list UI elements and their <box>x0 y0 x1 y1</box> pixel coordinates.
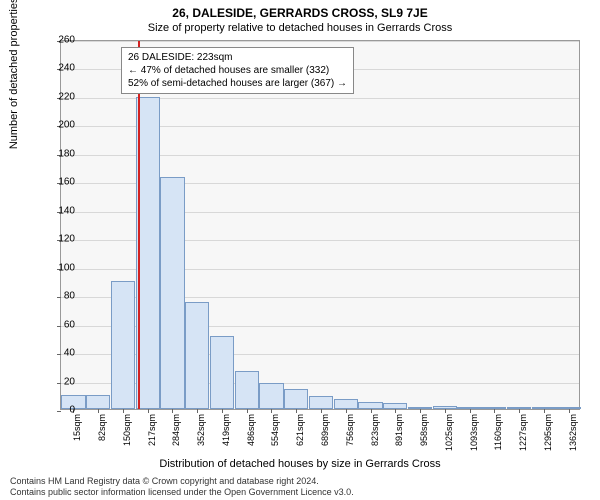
histogram-bar <box>358 402 382 409</box>
histogram-bar <box>210 336 234 409</box>
x-tick-mark <box>371 409 372 413</box>
chart-container: 26, DALESIDE, GERRARDS CROSS, SL9 7JE Si… <box>0 0 600 500</box>
y-tick-label: 20 <box>45 376 75 387</box>
annotation-line2: ← 47% of detached houses are smaller (33… <box>128 64 347 77</box>
x-tick-label: 1227sqm <box>518 414 528 454</box>
histogram-bar <box>259 383 283 409</box>
x-tick-label: 150sqm <box>122 414 132 454</box>
annotation-line1: 26 DALESIDE: 223sqm <box>128 51 347 64</box>
x-tick-mark <box>222 409 223 413</box>
x-tick-mark <box>172 409 173 413</box>
annotation-line3: 52% of semi-detached houses are larger (… <box>128 77 347 90</box>
x-tick-mark <box>445 409 446 413</box>
y-tick-label: 120 <box>45 234 75 245</box>
x-tick-label: 1295sqm <box>543 414 553 454</box>
x-tick-mark <box>148 409 149 413</box>
x-tick-mark <box>271 409 272 413</box>
x-tick-label: 958sqm <box>419 414 429 454</box>
x-tick-mark <box>346 409 347 413</box>
x-tick-label: 1160sqm <box>493 414 503 454</box>
x-tick-mark <box>123 409 124 413</box>
x-axis-label: Distribution of detached houses by size … <box>0 458 600 470</box>
x-tick-label: 284sqm <box>171 414 181 454</box>
y-tick-label: 240 <box>45 63 75 74</box>
y-tick-label: 0 <box>45 405 75 416</box>
x-tick-label: 486sqm <box>246 414 256 454</box>
y-tick-label: 180 <box>45 148 75 159</box>
x-tick-mark <box>544 409 545 413</box>
x-tick-mark <box>247 409 248 413</box>
x-tick-mark <box>98 409 99 413</box>
marker-line <box>138 41 140 409</box>
histogram-bar <box>86 395 110 409</box>
y-tick-label: 100 <box>45 262 75 273</box>
x-tick-label: 1362sqm <box>568 414 578 454</box>
x-tick-label: 756sqm <box>345 414 355 454</box>
x-tick-mark <box>395 409 396 413</box>
y-tick-label: 80 <box>45 291 75 302</box>
histogram-bar <box>309 396 333 409</box>
histogram-bar <box>160 177 184 409</box>
x-tick-mark <box>197 409 198 413</box>
footer-line1: Contains HM Land Registry data © Crown c… <box>10 476 354 487</box>
y-tick-label: 40 <box>45 348 75 359</box>
x-tick-mark <box>519 409 520 413</box>
x-tick-mark <box>569 409 570 413</box>
histogram-bar <box>284 389 308 409</box>
x-tick-label: 1093sqm <box>469 414 479 454</box>
x-tick-label: 621sqm <box>295 414 305 454</box>
x-tick-mark <box>420 409 421 413</box>
x-tick-mark <box>470 409 471 413</box>
x-tick-label: 82sqm <box>97 414 107 454</box>
x-tick-label: 554sqm <box>270 414 280 454</box>
y-tick-label: 160 <box>45 177 75 188</box>
chart-title: 26, DALESIDE, GERRARDS CROSS, SL9 7JE <box>0 0 600 20</box>
y-tick-label: 220 <box>45 91 75 102</box>
y-tick-label: 140 <box>45 205 75 216</box>
y-tick-label: 60 <box>45 319 75 330</box>
footer-text: Contains HM Land Registry data © Crown c… <box>10 476 354 499</box>
x-tick-mark <box>321 409 322 413</box>
histogram-bar <box>334 399 358 409</box>
x-tick-mark <box>494 409 495 413</box>
chart-subtitle: Size of property relative to detached ho… <box>0 20 600 34</box>
histogram-bar <box>185 302 209 409</box>
plot-area: 26 DALESIDE: 223sqm← 47% of detached hou… <box>60 40 580 410</box>
x-tick-label: 419sqm <box>221 414 231 454</box>
y-axis-label: Number of detached properties <box>8 0 20 149</box>
histogram-bar <box>111 281 135 409</box>
x-tick-label: 1025sqm <box>444 414 454 454</box>
x-tick-mark <box>296 409 297 413</box>
x-tick-label: 352sqm <box>196 414 206 454</box>
x-tick-label: 15sqm <box>72 414 82 454</box>
histogram-bar <box>235 371 259 409</box>
y-tick-label: 260 <box>45 35 75 46</box>
y-tick-label: 200 <box>45 120 75 131</box>
x-tick-label: 891sqm <box>394 414 404 454</box>
x-tick-label: 823sqm <box>370 414 380 454</box>
annotation-box: 26 DALESIDE: 223sqm← 47% of detached hou… <box>121 47 354 94</box>
x-tick-label: 217sqm <box>147 414 157 454</box>
x-tick-label: 689sqm <box>320 414 330 454</box>
footer-line2: Contains public sector information licen… <box>10 487 354 498</box>
